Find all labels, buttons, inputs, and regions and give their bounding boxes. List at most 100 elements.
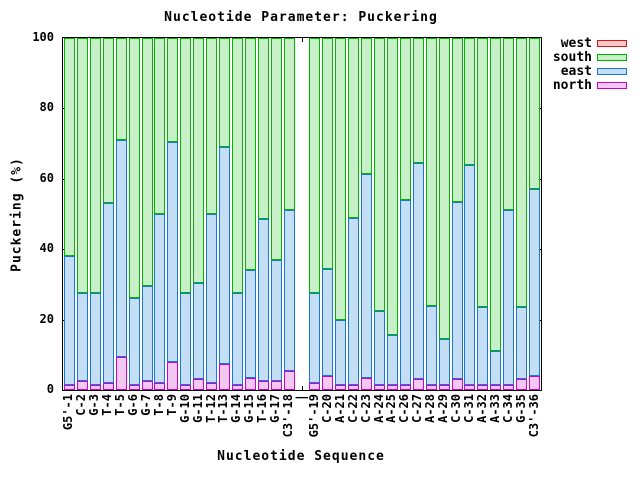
bar-G-10-north [180,385,191,390]
bar-G-35-east [516,307,527,379]
bar-G-14-east [232,293,243,385]
y-tick-label: 0 [46,382,54,396]
bar-T-12-north [206,383,217,390]
bar-C-2-east [77,293,88,381]
bar-C-30-east [452,202,463,379]
bar-C-34-north [503,385,514,390]
bar-A-21-south [335,38,346,320]
y-tick-label: 20 [39,312,54,326]
bar-T-9-east [167,142,178,362]
bar-A-33-north [490,385,501,390]
bar-G-11-east [193,283,204,379]
bar-G-15-south [245,38,256,270]
legend-label: east [560,64,592,79]
bar-A-25-south [387,38,398,335]
bar-A-32-east [477,307,488,385]
bar-C3'-36-east [529,189,540,376]
bar-G-7-south [142,38,153,286]
bar-G-10-south [180,38,191,293]
bar-C-27-north [413,379,424,390]
bar-A-32-north [477,385,488,390]
bar-C-26-north [400,385,411,390]
bar-A-25-east [387,335,398,385]
bar-T-8-east [154,214,165,383]
bar-C3'-36-south [529,38,540,189]
bar-C3'-36-north [529,376,540,390]
y-tick-label: 40 [39,241,54,255]
bar-G-15-north [245,378,256,390]
bar-C-34-south [503,38,514,210]
bar-G-10-east [180,293,191,385]
bar-G-11-south [193,38,204,283]
chart-title: Nucleotide Parameter: Puckering [164,10,438,25]
bar-C-2-south [77,38,88,293]
bar-G5'-1-south [64,38,75,256]
bar-A-24-east [374,311,385,385]
bar-G5'-1-north [64,385,75,390]
bar-G5'-19-north [309,383,320,390]
bar-C-23-south [361,38,372,174]
bar-C-27-east [413,163,424,379]
bar-C-31-south [464,38,475,165]
bar-A-28-north [426,385,437,390]
bar-C-20-north [322,376,333,390]
x-tick-mark [302,386,303,390]
bar-G5'-19-south [309,38,320,293]
bar-G-7-north [142,381,153,390]
bar-C-26-south [400,38,411,200]
bar-C-20-east [322,269,333,376]
bar-C3'-18-east [284,210,295,371]
legend-swatch-west [597,40,627,47]
x-tick-label: C3'-18 [281,394,295,438]
bar-C-30-north [452,379,463,390]
y-tick-label: 60 [39,171,54,185]
bar-G-14-north [232,385,243,390]
bar-A-24-north [374,385,385,390]
bar-T-12-east [206,214,217,383]
bar-C-22-south [348,38,359,218]
bar-C-30-south [452,38,463,202]
x-tick-mark [302,38,303,42]
legend-row-south: south [500,51,640,64]
bar-A-32-south [477,38,488,307]
bar-T-12-south [206,38,217,214]
bar-G-17-north [271,381,282,390]
legend-label: west [560,36,592,51]
bar-T-4-south [103,38,114,203]
bar-A-29-north [439,385,450,390]
bar-C3'-18-south [284,38,295,210]
bar-A-24-south [374,38,385,311]
bar-G-17-east [271,260,282,381]
bar-A-25-north [387,385,398,390]
bar-T-5-east [116,140,127,357]
bar-A-29-south [439,38,450,339]
legend-label: north [552,78,592,93]
bar-T-16-east [258,219,269,381]
bar-T-8-north [154,383,165,390]
bar-G5'-1-east [64,256,75,385]
bar-T-16-north [258,381,269,390]
bar-C-23-east [361,174,372,378]
bar-A-29-east [439,339,450,385]
bar-T-4-east [103,203,114,383]
legend-swatch-south [597,54,627,61]
y-axis-label: Puckering (%) [9,157,25,272]
legend-label: south [552,50,592,65]
x-tick-label: C3'-36 [527,394,541,438]
bar-G-3-east [90,293,101,385]
bar-G-14-south [232,38,243,293]
bar-G-15-east [245,270,256,378]
bar-A-33-east [490,351,501,385]
bar-T-13-south [219,38,230,147]
bar-C-26-east [400,200,411,385]
bar-G-6-south [129,38,140,298]
bar-A-33-south [490,38,501,351]
plot-area [62,37,542,391]
bar-T-9-north [167,362,178,390]
bar-C3'-18-north [284,371,295,390]
legend-row-east: east [500,65,640,78]
bar-T-16-south [258,38,269,219]
bar-C-31-east [464,165,475,385]
legend-swatch-north [597,82,627,89]
